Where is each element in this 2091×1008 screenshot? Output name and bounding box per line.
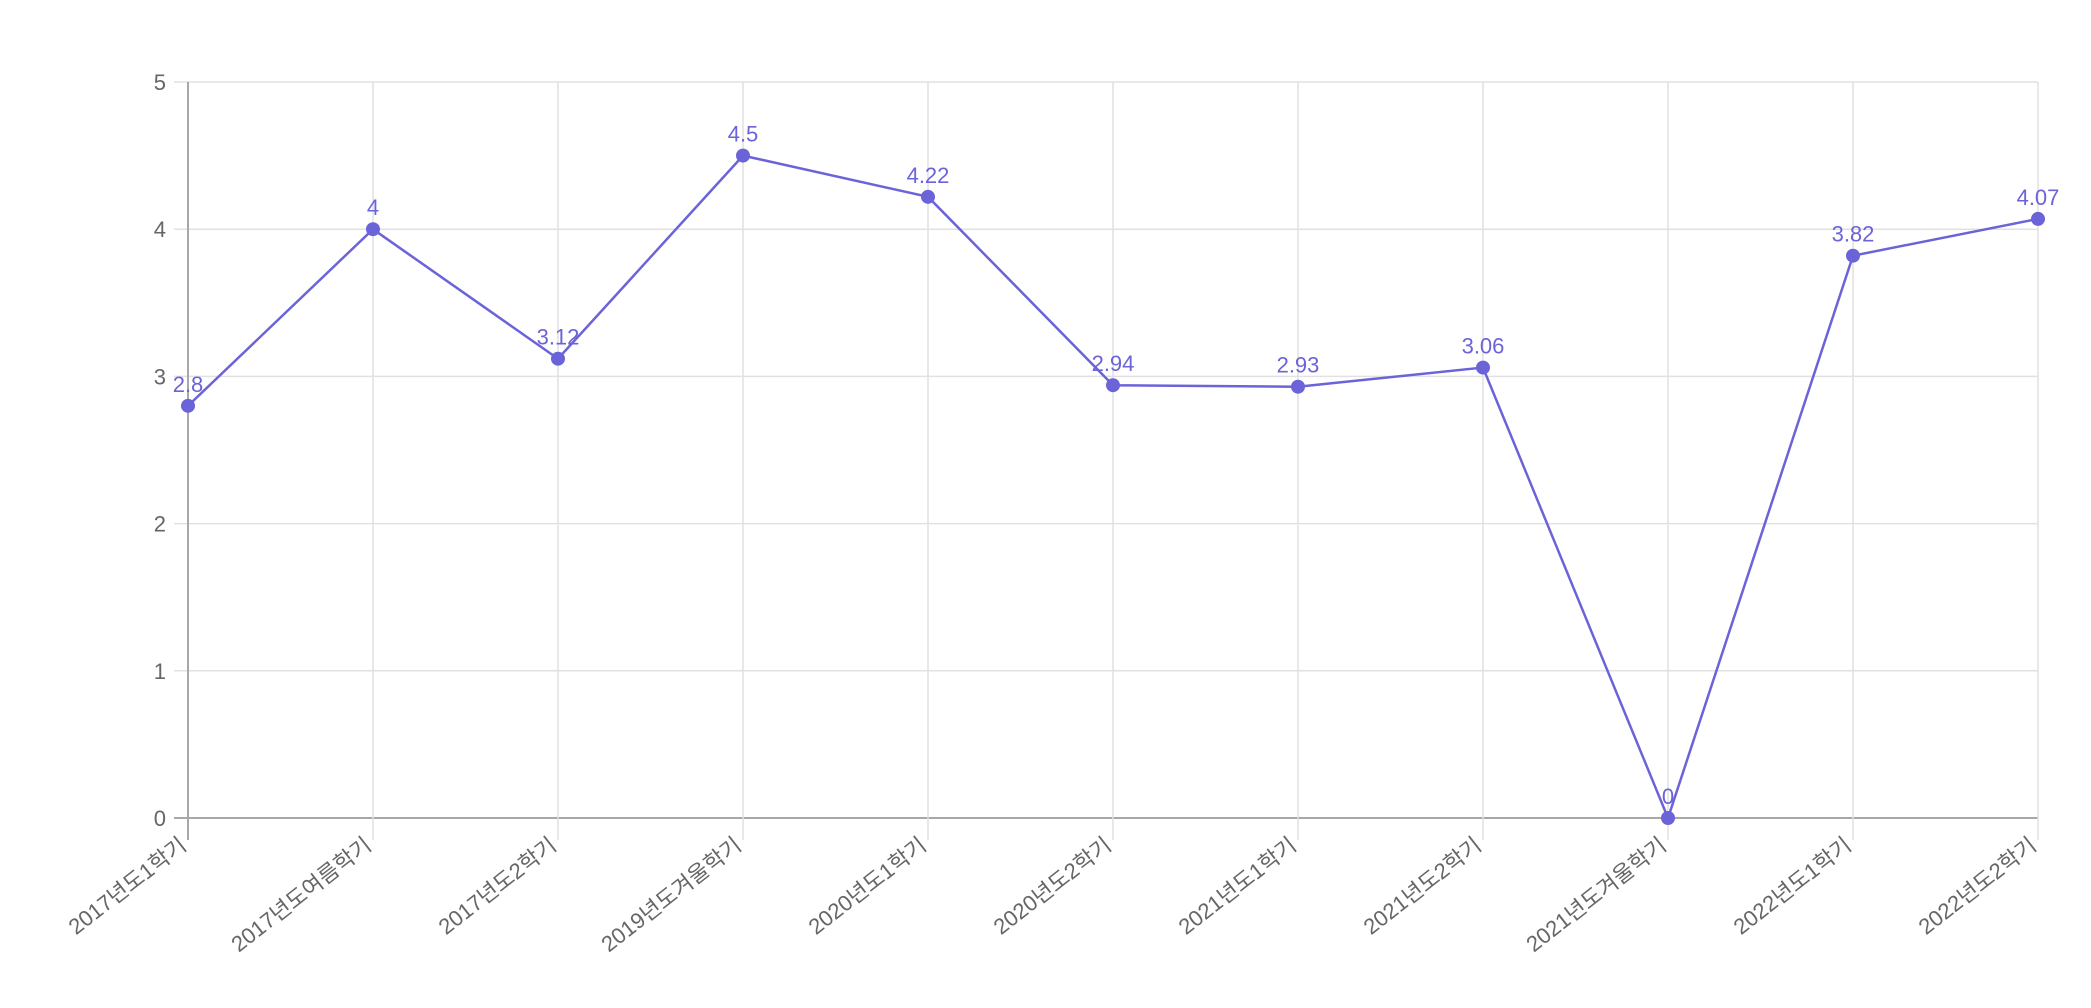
data-label: 4.07 <box>2017 185 2060 210</box>
data-label: 4.22 <box>907 163 950 188</box>
y-gridlines <box>174 81 2038 819</box>
y-tick-label: 2 <box>154 512 166 537</box>
y-tick-label: 1 <box>154 659 166 684</box>
data-point <box>181 398 195 413</box>
x-tick-label: 2017년도1학기 <box>64 832 191 939</box>
data-point <box>1661 811 1675 825</box>
data-label: 2.93 <box>1277 353 1320 378</box>
y-tick-label: 4 <box>154 217 166 242</box>
y-tick-label: 3 <box>154 364 166 389</box>
data-point <box>551 351 565 366</box>
data-point <box>1106 378 1120 393</box>
data-points <box>181 148 2045 825</box>
x-gridlines <box>187 82 2039 840</box>
data-label: 0 <box>1662 784 1674 809</box>
data-point <box>366 222 380 237</box>
data-point <box>1476 360 1490 375</box>
data-label: 3.12 <box>537 325 580 350</box>
data-label: 3.82 <box>1832 222 1875 247</box>
x-tick-label: 2019년도겨울학기 <box>596 832 746 957</box>
data-label: 4.5 <box>728 122 759 147</box>
data-point <box>1846 248 1860 263</box>
data-label: 4 <box>367 195 379 220</box>
x-axis-ticks: 2017년도1학기 2017년도여름학기 2017년도2학기 2019년도겨울학기 20… <box>64 832 2041 957</box>
x-tick-label: 2021년도1학기 <box>1174 832 1301 939</box>
x-tick-label: 2020년도1학기 <box>804 832 931 939</box>
y-tick-label: 0 <box>154 806 166 831</box>
x-tick-label: 2017년도2학기 <box>434 832 561 939</box>
data-labels: 2.8 4 3.12 4.5 4.22 2.94 2.93 3.06 0 3.82 4.07 <box>173 122 2060 809</box>
x-tick-label: 2017년도여름학기 <box>226 832 376 957</box>
x-tick-label: 2022년도2학기 <box>1914 832 2041 939</box>
y-tick-label: 5 <box>154 70 166 95</box>
data-label: 2.8 <box>173 372 204 397</box>
data-point <box>1291 379 1305 394</box>
data-point <box>2031 211 2045 226</box>
x-tick-label: 2020년도2학기 <box>989 832 1116 939</box>
data-label: 2.94 <box>1092 351 1135 376</box>
data-label: 3.06 <box>1462 334 1505 359</box>
data-point <box>921 189 935 204</box>
x-tick-label: 2021년도2학기 <box>1359 832 1486 939</box>
y-axis-ticks: 0 1 2 3 4 5 <box>154 70 166 831</box>
data-point <box>736 148 750 163</box>
x-tick-label: 2021년도겨울학기 <box>1521 832 1671 957</box>
x-tick-label: 2022년도1학기 <box>1729 832 1856 939</box>
